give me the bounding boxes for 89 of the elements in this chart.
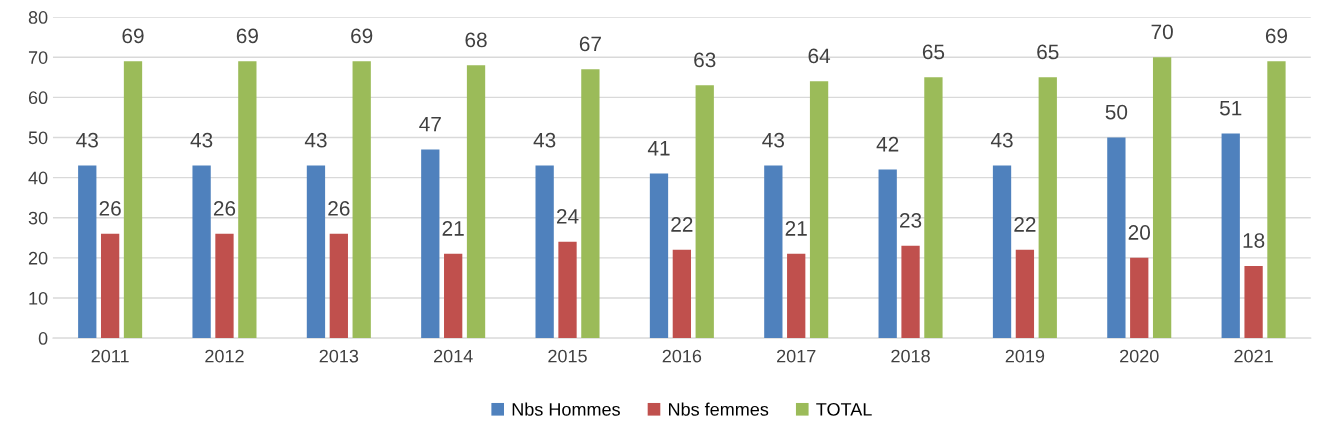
data-label: 65 xyxy=(922,44,945,60)
data-label: 50 xyxy=(1105,104,1128,120)
data-label: 63 xyxy=(694,52,716,68)
data-label: 69 xyxy=(351,28,373,44)
bar xyxy=(809,81,829,339)
x-tick-label: 2012 xyxy=(205,349,244,363)
bar xyxy=(878,169,897,339)
x-tick-label: 2011 xyxy=(91,349,129,363)
data-label: 26 xyxy=(99,201,121,216)
data-label: 21 xyxy=(785,221,807,236)
bar xyxy=(764,165,783,339)
bar xyxy=(421,149,440,339)
data-label: 26 xyxy=(213,201,236,216)
data-label: 22 xyxy=(671,217,693,232)
y-tick-label: 30 xyxy=(28,211,48,225)
bar xyxy=(238,61,257,339)
bar xyxy=(901,245,920,339)
y-tick-label: 60 xyxy=(28,91,48,105)
x-tick-label: 2015 xyxy=(548,349,587,363)
y-tick-label: 10 xyxy=(29,291,48,305)
y-tick-label: 50 xyxy=(28,131,48,145)
data-label: 67 xyxy=(579,36,601,52)
data-label: 70 xyxy=(1151,24,1173,40)
data-label: 21 xyxy=(442,221,464,236)
x-tick-label: 2021 xyxy=(1234,349,1273,363)
bar xyxy=(352,61,371,339)
data-label: 18 xyxy=(1243,233,1265,248)
data-label: 69 xyxy=(122,28,144,44)
y-tick-label: 20 xyxy=(28,251,48,265)
data-label: 43 xyxy=(533,132,556,148)
bar xyxy=(1152,57,1172,339)
x-tick-label: 2019 xyxy=(1005,349,1045,363)
x-tick-label: 2016 xyxy=(662,349,702,363)
legend-label: Nbs femmes xyxy=(669,402,769,416)
x-tick-label: 2013 xyxy=(319,349,359,363)
bar xyxy=(649,173,669,339)
bar xyxy=(924,77,943,339)
bar xyxy=(581,69,600,339)
x-tick-label: 2018 xyxy=(891,349,930,363)
data-label: 24 xyxy=(556,209,579,224)
data-label: 23 xyxy=(900,213,922,228)
data-label: 47 xyxy=(419,116,441,132)
data-label: 20 xyxy=(1128,225,1151,240)
data-label: 43 xyxy=(76,132,98,148)
bar xyxy=(1038,77,1057,339)
bar xyxy=(1267,61,1286,339)
bar xyxy=(672,249,692,339)
bar xyxy=(1244,265,1263,339)
data-label: 65 xyxy=(1037,44,1059,60)
bar xyxy=(1130,257,1149,339)
bar xyxy=(695,85,714,339)
bar xyxy=(992,165,1012,339)
data-label: 43 xyxy=(762,132,785,148)
bar xyxy=(466,65,486,339)
data-label: 42 xyxy=(876,136,899,152)
bar xyxy=(329,233,348,339)
data-label: 43 xyxy=(190,132,213,148)
bar xyxy=(100,233,120,339)
y-tick-label: 0 xyxy=(38,332,48,345)
data-label: 43 xyxy=(990,132,1013,148)
x-tick-label: 2017 xyxy=(777,349,816,363)
data-label: 26 xyxy=(328,201,350,216)
data-label: 41 xyxy=(647,141,670,156)
x-tick-label: 2020 xyxy=(1120,349,1159,363)
bar xyxy=(1107,137,1126,339)
data-label: 69 xyxy=(236,28,258,44)
legend-label: Nbs Hommes xyxy=(512,402,620,416)
legend-label: TOTAL xyxy=(816,403,872,416)
data-label: 68 xyxy=(465,32,487,48)
data-label: 22 xyxy=(1014,217,1036,232)
bar xyxy=(535,165,554,339)
y-tick-label: 70 xyxy=(28,51,48,64)
bar xyxy=(558,241,577,339)
data-label: 51 xyxy=(1219,100,1242,116)
bar xyxy=(306,165,326,339)
data-label: 43 xyxy=(304,132,327,148)
bar xyxy=(1221,133,1240,339)
data-label: 69 xyxy=(1265,28,1288,44)
data-label: 64 xyxy=(808,48,831,64)
x-tick-label: 2014 xyxy=(434,349,473,363)
bar xyxy=(215,233,234,339)
y-tick-label: 80 xyxy=(28,11,48,24)
y-tick-label: 40 xyxy=(28,171,48,185)
bar xyxy=(192,165,211,339)
bar xyxy=(787,253,806,339)
bar xyxy=(78,165,97,339)
bar xyxy=(1015,249,1035,339)
bar xyxy=(123,61,143,339)
bar xyxy=(444,253,463,339)
